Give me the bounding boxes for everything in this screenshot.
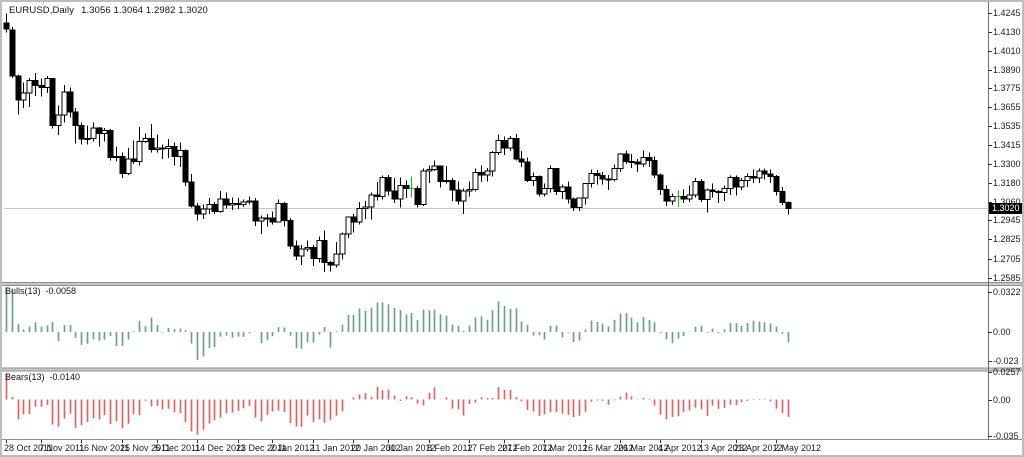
- current-price-badge: 1.3020: [989, 202, 1022, 214]
- time-tick-label: 23 Dec 2011: [236, 443, 287, 453]
- price-tick-label: 0.0322: [993, 286, 1021, 297]
- price-tick-label: 1.4010: [993, 45, 1021, 56]
- time-tick-label: 4 Apr 2012: [658, 443, 702, 453]
- price-tick-label: 1.4245: [993, 8, 1021, 19]
- price-tick-label: -0.023: [993, 355, 1019, 366]
- bulls-value: -0.0058: [45, 286, 77, 296]
- bears-value: -0.0140: [49, 372, 81, 382]
- main-bulls-separator: [2, 282, 1022, 286]
- price-tick-label: 1.3180: [993, 177, 1021, 188]
- price-tick-label: 1.2585: [993, 272, 1021, 283]
- time-tick-label: 11 Jan 2012: [311, 443, 360, 453]
- time-tick-label: 30 Jan 2012: [386, 443, 436, 453]
- time-tick-label: 17 Feb 2012: [467, 443, 518, 453]
- bulls-histogram: [5, 288, 790, 360]
- price-tick-label: 1.3890: [993, 64, 1021, 75]
- candles-layer: [3, 13, 792, 273]
- time-tick-label: 8 Feb 2012: [427, 443, 473, 453]
- price-tick-label: 0.00: [993, 327, 1011, 337]
- price-tick-label: 1.3415: [993, 140, 1021, 151]
- price-tick-label: 1.3775: [993, 83, 1021, 94]
- time-tick-label: 7 Nov 2011: [39, 443, 85, 453]
- time-tick-label: 25 Nov 2011: [120, 443, 171, 453]
- time-tick-label: 5 Dec 2011: [155, 443, 201, 453]
- bears-name: Bears(13): [5, 372, 45, 382]
- bulls-bears-separator: [2, 367, 1022, 372]
- price-tick-label: -0.035: [993, 431, 1019, 442]
- price-tick-label: 1.3655: [993, 102, 1021, 113]
- chart-title: EURUSD,Daily 1.3056 1.3064 1.2982 1.3020: [9, 5, 208, 16]
- price-tick-label: 1.2945: [993, 215, 1021, 226]
- price-tick-label: 1.3300: [993, 158, 1021, 169]
- time-tick-label: 14 Dec 2011: [195, 443, 246, 453]
- bears-indicator-label: Bears(13) -0.0140: [5, 372, 80, 382]
- price-tick-label: 0.00: [993, 394, 1011, 405]
- time-tick-label: 2 Jan 2012: [270, 443, 315, 453]
- price-tick-label: 1.3535: [993, 121, 1021, 132]
- time-tick-label: 26 Mar 2012: [618, 443, 669, 453]
- time-tick-label: 20 Jan 2012: [351, 443, 401, 453]
- time-tick-label: 28 Oct 2011: [4, 443, 53, 453]
- price-tick-label: 1.3060: [993, 197, 1021, 207]
- time-tick-label: 2 May 2012: [774, 443, 822, 453]
- time-tick-label: 16 Nov 2011: [79, 443, 130, 453]
- time-tick-label: 16 Mar 2012: [583, 443, 634, 453]
- bears-histogram: [5, 373, 790, 435]
- bulls-indicator-label: Bulls(13) -0.0058: [5, 286, 76, 296]
- bulls-name: Bulls(13): [5, 286, 41, 296]
- symbol-period: EURUSD,Daily: [9, 5, 75, 16]
- price-tick-label: 1.2705: [993, 253, 1021, 264]
- time-tick-label: 27 Feb 2012: [502, 443, 553, 453]
- price-tick-label: 1.4130: [993, 26, 1021, 37]
- time-tick-label: 7 Mar 2012: [542, 443, 588, 453]
- axis-ticks: [6, 13, 992, 443]
- time-tick-label: 23 Apr 2012: [734, 443, 783, 453]
- price-tick-label: 1.2825: [993, 234, 1021, 245]
- time-tick-label: 13 Apr 2012: [699, 443, 748, 453]
- price-tick-label: 0.0257: [993, 367, 1021, 378]
- ohlc-quote: 1.3056 1.3064 1.2982 1.3020: [81, 5, 208, 16]
